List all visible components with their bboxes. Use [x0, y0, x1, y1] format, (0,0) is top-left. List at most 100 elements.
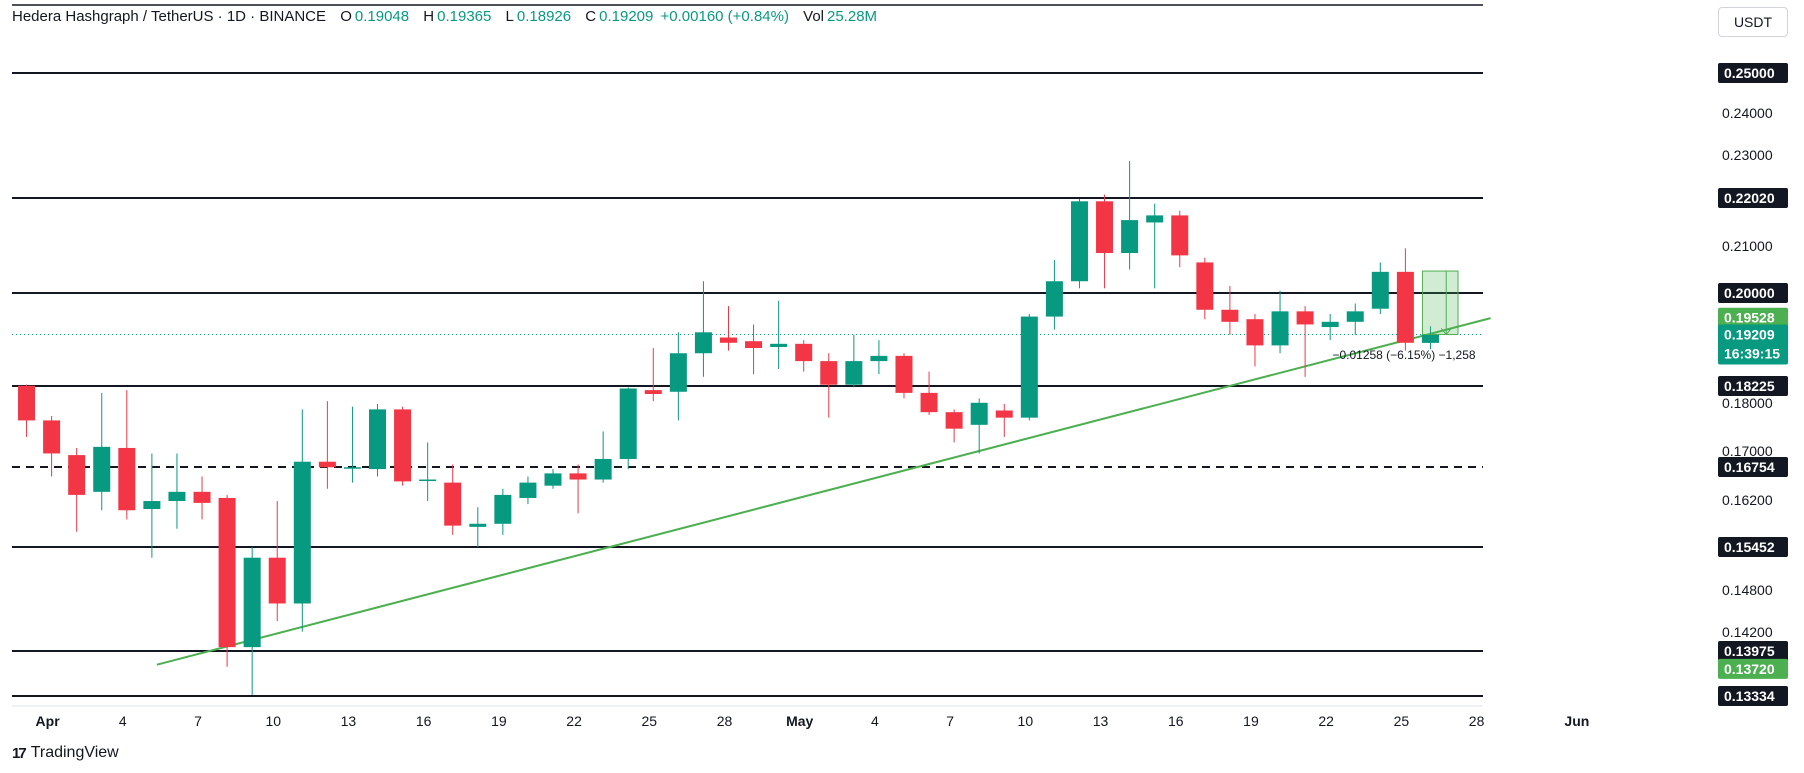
measure-arrow-head: [1440, 328, 1452, 336]
price-tag-label: 0.19209: [1724, 326, 1775, 342]
y-tick-label: 0.23000: [1722, 147, 1773, 163]
currency-button[interactable]: USDT: [1718, 7, 1788, 37]
candle-body: [1196, 262, 1214, 310]
open-value: 0.19048: [354, 8, 410, 25]
candle-body: [419, 479, 437, 482]
level-price-tag: [1718, 537, 1788, 557]
x-tick-label: 16: [1168, 713, 1184, 729]
x-tick-label: Jun: [1564, 713, 1589, 729]
candle-body: [619, 388, 637, 459]
level-price-tag: [1718, 686, 1788, 706]
x-tick-label: 28: [1469, 713, 1485, 729]
candle-body: [18, 385, 36, 421]
level-price-tag-label: 0.20000: [1724, 285, 1775, 301]
price-tag: [1718, 307, 1788, 328]
y-tick-label: 0.14200: [1722, 624, 1773, 640]
candle-body: [820, 361, 838, 385]
candle-body: [995, 410, 1013, 418]
candle-body: [569, 473, 587, 480]
candle-body: [1146, 215, 1164, 223]
price-tag: [1718, 324, 1788, 365]
candle-body: [1396, 271, 1414, 343]
x-tick-label: 7: [194, 713, 202, 729]
y-tick-label: 0.17000: [1722, 443, 1773, 459]
trendline: [156, 317, 1491, 666]
candle-body: [1246, 319, 1264, 346]
x-tick-label: 25: [1394, 713, 1410, 729]
measure-label: −0.01258 (−6.15%) −1,258: [1332, 348, 1476, 363]
level-price-tag-label: 0.22020: [1724, 190, 1775, 206]
high-value: 0.19365: [437, 8, 492, 25]
candle-body: [494, 494, 512, 524]
candle-body: [43, 420, 61, 454]
candle-body: [845, 361, 863, 385]
candle-body: [644, 390, 662, 394]
candle-body: [444, 482, 462, 526]
candle-body: [68, 455, 86, 495]
close-label: C: [585, 8, 597, 25]
candle-body: [745, 341, 763, 349]
candle-body: [1070, 201, 1088, 282]
x-tick-label: 28: [717, 713, 733, 729]
candle-body: [895, 355, 913, 393]
candle-body: [168, 491, 186, 502]
candle-body: [1171, 215, 1189, 256]
price-tag-label: 0.19528: [1724, 310, 1775, 326]
x-tick-label: 13: [341, 713, 357, 729]
axes: Apr 4 7 10 13 16 19 22 25 28 May 4 7 10 13 16 19 22 25 28 Ju…: [12, 4, 1773, 729]
candle-body: [193, 491, 211, 503]
x-tick-label: Apr: [36, 713, 61, 729]
chart-header: Hedera Hashgraph / TetherUS · 1D · BINAN…: [12, 8, 880, 25]
tradingview-logo-icon: 17: [12, 744, 27, 762]
x-tick-label: 13: [1093, 713, 1109, 729]
tradingview-brand[interactable]: 17 TradingView: [12, 744, 119, 762]
x-tick-label: 10: [265, 713, 281, 729]
candle-body: [93, 446, 111, 492]
symbol-title[interactable]: Hedera Hashgraph / TetherUS · 1D · BINAN…: [12, 8, 327, 25]
x-tick-label: May: [786, 713, 813, 729]
price-tag-timer: 16:39:15: [1724, 345, 1780, 361]
price-tags: 0.25000 0.22020 0.20000 0.18225 0.16754 0.154…: [1718, 63, 1788, 706]
y-tick-label-partial: 0.18000: [1722, 395, 1773, 411]
candle-body: [118, 447, 136, 511]
candle-body: [594, 458, 612, 480]
candles: [18, 161, 1439, 695]
open-label: O: [340, 8, 352, 25]
level-price-tag: [1718, 457, 1788, 477]
x-tick-label: 4: [119, 713, 127, 729]
level-price-tag-label: 0.25000: [1724, 65, 1775, 81]
candle-body: [544, 473, 562, 486]
level-price-tag-label: 0.16754: [1724, 459, 1775, 475]
level-price-tag-label: 0.15452: [1724, 539, 1775, 555]
candle-body: [343, 467, 361, 469]
x-tick-label: 22: [566, 713, 582, 729]
measure-tool: [1421, 270, 1459, 336]
volume-value: 25.28M: [827, 8, 878, 25]
candle-body: [394, 409, 412, 482]
candle-body: [970, 402, 988, 425]
change-value: +0.00160 (+0.84%): [660, 8, 789, 25]
candle-body: [369, 409, 387, 470]
candle-body: [669, 353, 687, 392]
candle-body: [1221, 309, 1239, 322]
candle-body: [770, 343, 788, 347]
horizontal-levels: [12, 72, 1483, 697]
candle-body: [1371, 271, 1389, 309]
low-label: L: [505, 8, 514, 25]
candle-body: [920, 392, 938, 413]
level-price-tag: [1718, 283, 1788, 303]
candle-body: [1121, 220, 1139, 254]
high-label: H: [423, 8, 435, 25]
candle-body: [519, 482, 537, 498]
x-tick-label: 16: [416, 713, 432, 729]
level-price-tag: [1718, 376, 1788, 396]
candle-body: [218, 497, 236, 648]
x-tick-label: 10: [1018, 713, 1034, 729]
candle-body: [1271, 311, 1289, 346]
level-price-tag-label: 0.13975: [1724, 643, 1775, 659]
x-tick-label: 22: [1318, 713, 1334, 729]
candle-body: [1296, 311, 1314, 325]
measure-box: [1421, 270, 1459, 335]
y-tick-label: 0.21000: [1722, 238, 1773, 254]
